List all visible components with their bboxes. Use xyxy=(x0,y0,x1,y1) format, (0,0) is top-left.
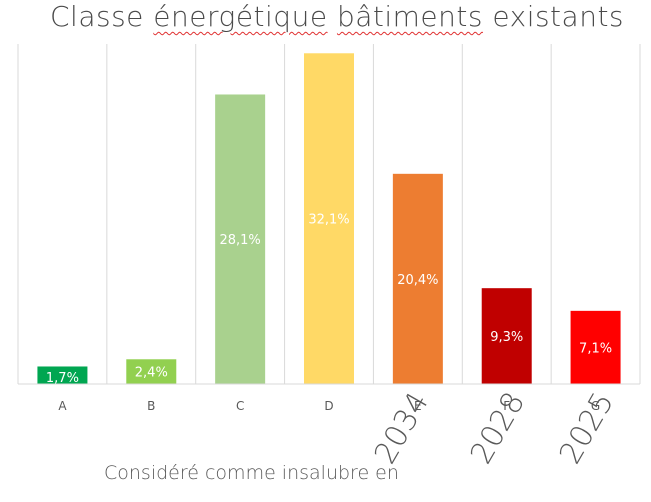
tick-label-a: A xyxy=(58,399,67,413)
page-title: Classe énergétique bâtiments existants xyxy=(50,0,624,33)
title-word-energetique: énergétique xyxy=(153,0,328,33)
data-label-a: 1,7% xyxy=(46,371,79,386)
title-word-batiments: bâtiments xyxy=(336,0,483,33)
tick-label-f: F xyxy=(503,399,510,413)
data-label-d: 32,1% xyxy=(308,213,349,228)
bar-d xyxy=(304,53,354,384)
bar-f xyxy=(481,288,532,384)
title-part-before: Classe xyxy=(50,0,154,33)
tick-label-d: D xyxy=(324,399,333,413)
tick-label-g: G xyxy=(591,399,600,413)
title-part-after: existants xyxy=(482,0,625,33)
data-label-c: 28,1% xyxy=(219,233,260,248)
bar-a xyxy=(37,366,88,384)
bar-g xyxy=(570,310,621,384)
tick-label-b: B xyxy=(147,399,155,413)
bar-e xyxy=(392,173,443,384)
data-label-f: 9,3% xyxy=(490,330,523,345)
data-label-g: 7,1% xyxy=(579,341,612,356)
tick-label-e: E xyxy=(414,399,422,413)
tick-label-c: C xyxy=(236,399,244,413)
insalubrity-note: Considéré comme insalubre en xyxy=(104,462,399,484)
data-label-e: 20,4% xyxy=(397,273,438,288)
bar-b xyxy=(126,359,177,384)
data-label-b: 2,4% xyxy=(135,366,168,381)
bar-c xyxy=(215,94,266,384)
